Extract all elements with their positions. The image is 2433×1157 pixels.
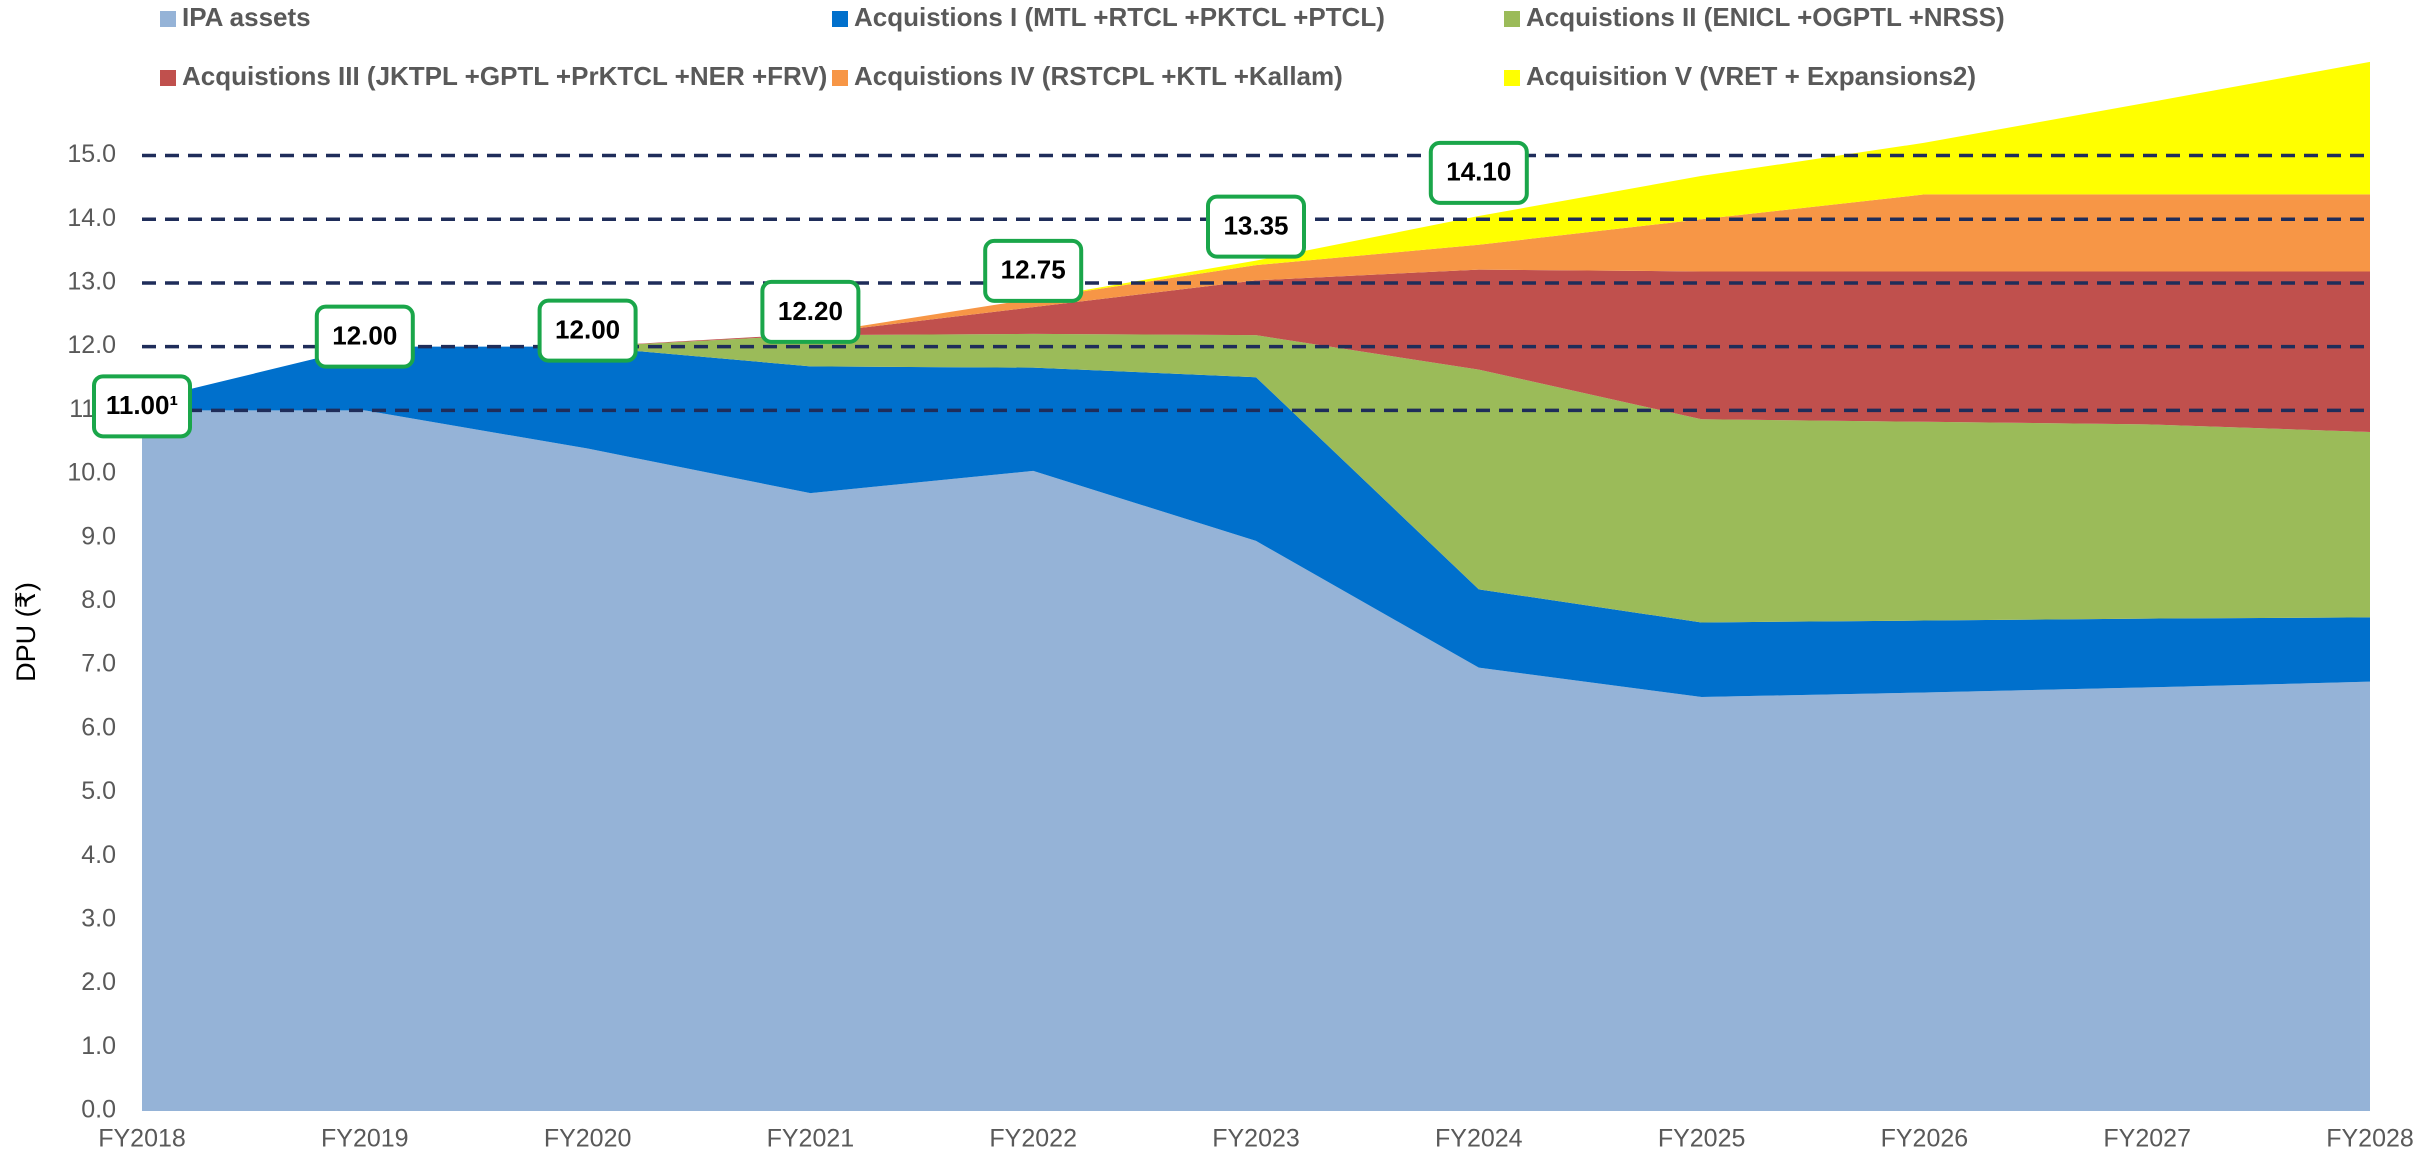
legend-label: IPA assets: [182, 2, 311, 32]
legend-swatch: [832, 70, 848, 86]
total-label-text: 12.75: [1001, 255, 1066, 285]
y-tick-label: 1.0: [81, 1032, 116, 1060]
total-label-box: [1206, 194, 1306, 259]
total-label-box: [983, 238, 1084, 303]
total-label-box: [314, 304, 415, 369]
total-label-box: [760, 279, 861, 344]
total-label: 12.75: [983, 238, 1084, 303]
total-label-text: 11.00¹: [106, 390, 178, 420]
legend-swatch: [832, 11, 848, 27]
x-tick-label: FY2022: [989, 1125, 1077, 1153]
y-tick-label: 0.0: [81, 1096, 116, 1124]
y-tick-label: 10.0: [67, 459, 116, 487]
x-tick-label: FY2018: [98, 1125, 186, 1153]
y-tick-label: 14.0: [67, 204, 116, 232]
x-tick-label: FY2027: [2103, 1125, 2191, 1153]
total-label-text: 14.10: [1446, 157, 1511, 187]
total-label: 13.35: [1206, 194, 1306, 259]
x-tick-label: FY2023: [1212, 1125, 1300, 1153]
total-label: 12.20: [760, 279, 861, 344]
x-tick-label: FY2019: [321, 1125, 409, 1153]
y-tick-label: 12.0: [67, 331, 116, 359]
y-tick-label: 6.0: [81, 713, 116, 741]
total-label: 14.10: [1428, 140, 1529, 205]
area: [142, 410, 2370, 1111]
legend-label: Acquistions II (ENICL +OGPTL +NRSS): [1526, 2, 2005, 32]
total-label-box: [92, 374, 192, 439]
total-label: 12.00: [537, 298, 638, 363]
total-label: 11.00¹: [92, 374, 192, 439]
legend-label: Acquisition V (VRET + Expansions2): [1526, 61, 1976, 91]
area: [142, 269, 2370, 432]
legend-swatch: [160, 70, 176, 86]
y-tick-label: 3.0: [81, 905, 116, 933]
total-label-text: 12.00: [555, 315, 620, 345]
total-label-text: 12.20: [778, 296, 843, 326]
area: [142, 333, 2370, 623]
legend-swatch: [1504, 11, 1520, 27]
x-tick-label: FY2026: [1881, 1125, 1969, 1153]
legend-label: Acquistions IV (RSTCPL +KTL +Kallam): [854, 61, 1343, 91]
y-tick-label: 8.0: [81, 586, 116, 614]
total-label-box: [537, 298, 638, 363]
total-label-text: 12.00: [332, 321, 397, 351]
y-axis-label: DPU (₹): [11, 582, 41, 682]
y-tick-label: 13.0: [67, 268, 116, 296]
legend-swatch: [160, 11, 176, 27]
y-tick-label: 15.0: [67, 140, 116, 168]
x-tick-label: FY2024: [1435, 1125, 1523, 1153]
x-tick-label: FY2020: [544, 1125, 632, 1153]
legend-swatch: [1504, 70, 1520, 86]
total-label: 12.00: [314, 304, 415, 369]
x-tick-label: FY2025: [1658, 1125, 1746, 1153]
y-tick-label: 9.0: [81, 522, 116, 550]
y-tick-label: 5.0: [81, 777, 116, 805]
legend-label: Acquistions I (MTL +RTCL +PKTCL +PTCL): [854, 2, 1385, 32]
area: [142, 346, 2370, 697]
y-tick-label: 2.0: [81, 968, 116, 996]
x-tick-label: FY2028: [2326, 1125, 2414, 1153]
area: [142, 194, 2370, 401]
total-label-text: 13.35: [1223, 211, 1288, 241]
total-label-box: [1428, 140, 1529, 205]
legend-label: Acquistions III (JKTPL +GPTL +PrKTCL +NE…: [182, 61, 827, 91]
y-tick-label: 4.0: [81, 841, 116, 869]
x-tick-label: FY2021: [767, 1125, 855, 1153]
y-tick-label: 7.0: [81, 650, 116, 678]
